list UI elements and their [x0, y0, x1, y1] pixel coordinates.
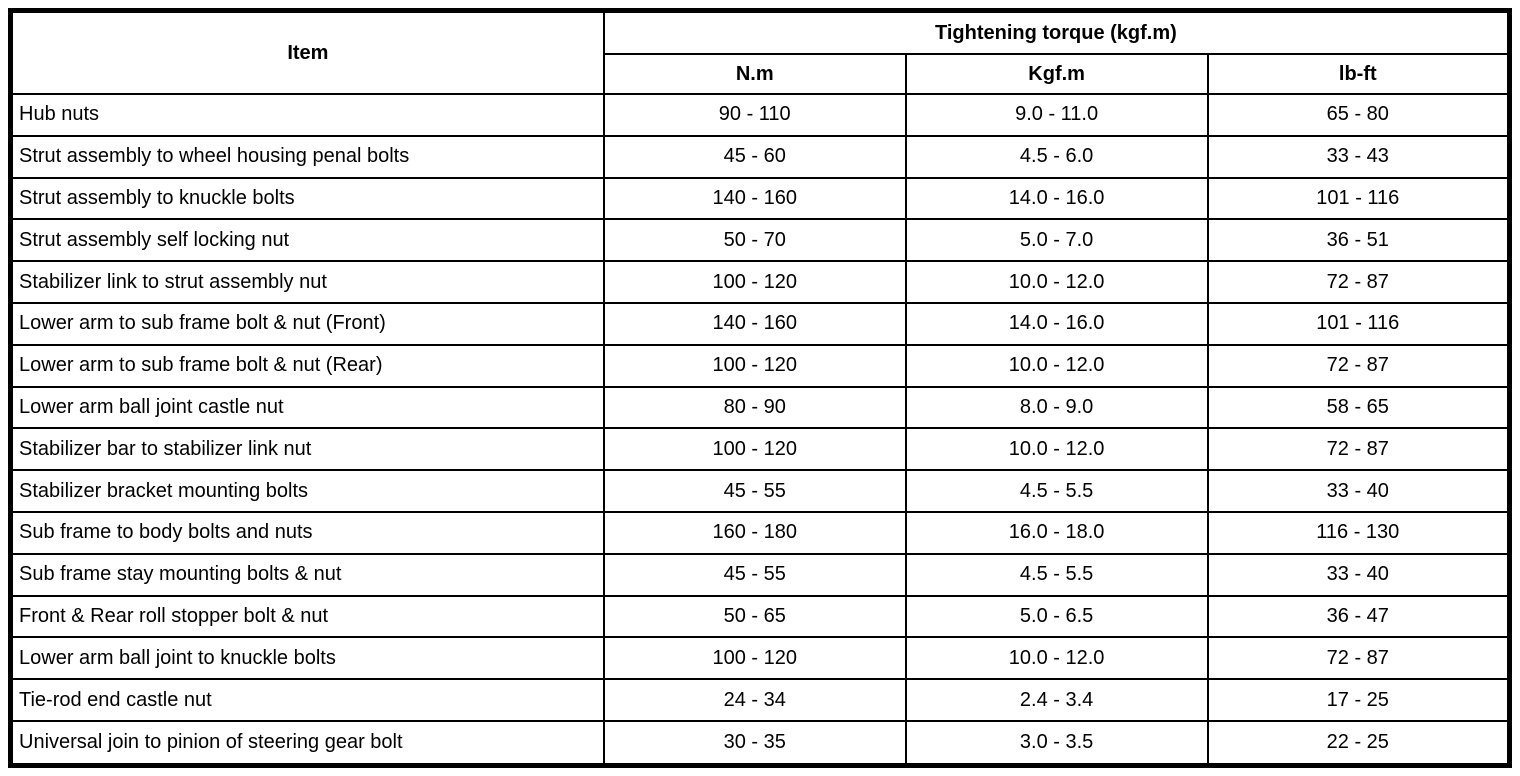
nm-cell: 50 - 65 [602, 594, 907, 639]
lbft-cell: 72 - 87 [1206, 427, 1511, 472]
table-row: Stabilizer bracket mounting bolts 45 - 5… [9, 469, 1511, 513]
nm-cell: 30 - 35 [602, 719, 907, 767]
lbft-cell: 33 - 40 [1206, 469, 1511, 513]
kgfm-cell: 5.0 - 7.0 [904, 218, 1209, 263]
nm-cell: 80 - 90 [602, 385, 907, 430]
kgfm-cell: 10.0 - 12.0 [904, 636, 1209, 681]
kgfm-cell: 4.5 - 5.5 [904, 552, 1209, 597]
kgfm-cell: 9.0 - 11.0 [904, 93, 1209, 137]
item-column-header: Item [9, 9, 605, 95]
table-row: Sub frame stay mounting bolts & nut 45 -… [9, 552, 1511, 597]
lbft-cell: 33 - 40 [1206, 552, 1511, 597]
header-row-group: Item Tightening torque (kgf.m) [9, 9, 1511, 95]
table-row: Lower arm ball joint to knuckle bolts 10… [9, 636, 1511, 681]
table-row: Stabilizer link to strut assembly nut 10… [9, 260, 1511, 304]
item-cell: Strut assembly self locking nut [9, 218, 605, 263]
item-cell: Sub frame stay mounting bolts & nut [9, 552, 605, 597]
kgfm-cell: 10.0 - 12.0 [904, 260, 1209, 304]
lbft-cell: 36 - 51 [1206, 218, 1511, 263]
lbft-cell: 116 - 130 [1206, 510, 1511, 555]
table-body: Hub nuts 90 - 110 9.0 - 11.0 65 - 80 Str… [9, 93, 1511, 767]
lbft-cell: 17 - 25 [1206, 678, 1511, 722]
item-cell: Stabilizer bar to stabilizer link nut [9, 427, 605, 472]
tightening-torque-table: Item Tightening torque (kgf.m) N.m Kgf.m… [8, 8, 1512, 768]
kgfm-cell: 14.0 - 16.0 [904, 176, 1209, 221]
table-row: Front & Rear roll stopper bolt & nut 50 … [9, 594, 1511, 639]
header-row-units: N.m Kgf.m lb-ft [11, 53, 1511, 95]
item-cell: Strut assembly to wheel housing penal bo… [9, 134, 605, 179]
kgfm-cell: 16.0 - 18.0 [904, 510, 1209, 555]
item-cell: Strut assembly to knuckle bolts [9, 176, 605, 221]
torque-group-header: Tightening torque (kgf.m) [602, 9, 1511, 55]
kgfm-cell: 3.0 - 3.5 [904, 719, 1209, 767]
nm-cell: 50 - 70 [602, 218, 907, 263]
nm-cell: 24 - 34 [602, 678, 907, 722]
table-row: Strut assembly self locking nut 50 - 70 … [9, 218, 1511, 263]
nm-cell: 140 - 160 [602, 301, 907, 346]
item-cell: Front & Rear roll stopper bolt & nut [9, 594, 605, 639]
lbft-cell: 65 - 80 [1206, 93, 1511, 137]
lbft-cell: 101 - 116 [1206, 176, 1511, 221]
kgfm-cell: 4.5 - 6.0 [904, 134, 1209, 179]
nm-cell: 45 - 55 [602, 552, 907, 597]
table-row: Tie-rod end castle nut 24 - 34 2.4 - 3.4… [9, 678, 1511, 722]
kgfm-cell: 2.4 - 3.4 [904, 678, 1209, 722]
table-row: Sub frame to body bolts and nuts 160 - 1… [9, 510, 1511, 555]
table-row: Lower arm to sub frame bolt & nut (Front… [9, 301, 1511, 346]
item-cell: Lower arm to sub frame bolt & nut (Front… [9, 301, 605, 346]
table-row: Universal join to pinion of steering gea… [9, 719, 1511, 767]
kgfm-cell: 14.0 - 16.0 [904, 301, 1209, 346]
lbft-cell: 36 - 47 [1206, 594, 1511, 639]
lbft-cell: 33 - 43 [1206, 134, 1511, 179]
item-cell: Stabilizer link to strut assembly nut [9, 260, 605, 304]
item-cell: Stabilizer bracket mounting bolts [9, 469, 605, 513]
item-cell: Lower arm to sub frame bolt & nut (Rear) [9, 343, 605, 388]
nm-cell: 45 - 55 [602, 469, 907, 513]
table-row: Strut assembly to knuckle bolts 140 - 16… [9, 176, 1511, 221]
lbft-cell: 22 - 25 [1206, 719, 1511, 767]
item-cell: Lower arm ball joint castle nut [9, 385, 605, 430]
unit-header-kgfm: Kgf.m [904, 53, 1209, 95]
nm-cell: 45 - 60 [602, 134, 907, 179]
table-header: Item Tightening torque (kgf.m) N.m Kgf.m… [9, 9, 1511, 95]
lbft-cell: 72 - 87 [1206, 343, 1511, 388]
item-cell: Universal join to pinion of steering gea… [9, 719, 605, 767]
lbft-cell: 72 - 87 [1206, 260, 1511, 304]
lbft-cell: 72 - 87 [1206, 636, 1511, 681]
item-cell: Hub nuts [9, 93, 605, 137]
item-cell: Sub frame to body bolts and nuts [9, 510, 605, 555]
lbft-cell: 101 - 116 [1206, 301, 1511, 346]
lbft-cell: 58 - 65 [1206, 385, 1511, 430]
table-row: Strut assembly to wheel housing penal bo… [9, 134, 1511, 179]
kgfm-cell: 5.0 - 6.5 [904, 594, 1209, 639]
table-row: Lower arm to sub frame bolt & nut (Rear)… [9, 343, 1511, 388]
kgfm-cell: 10.0 - 12.0 [904, 427, 1209, 472]
kgfm-cell: 10.0 - 12.0 [904, 343, 1209, 388]
nm-cell: 140 - 160 [602, 176, 907, 221]
kgfm-cell: 8.0 - 9.0 [904, 385, 1209, 430]
nm-cell: 100 - 120 [602, 636, 907, 681]
unit-header-nm: N.m [602, 53, 907, 95]
table-row: Hub nuts 90 - 110 9.0 - 11.0 65 - 80 [9, 93, 1511, 137]
item-cell: Lower arm ball joint to knuckle bolts [9, 636, 605, 681]
nm-cell: 100 - 120 [602, 343, 907, 388]
table-row: Lower arm ball joint castle nut 80 - 90 … [9, 385, 1511, 430]
nm-cell: 160 - 180 [602, 510, 907, 555]
nm-cell: 100 - 120 [602, 260, 907, 304]
kgfm-cell: 4.5 - 5.5 [904, 469, 1209, 513]
table-row: Stabilizer bar to stabilizer link nut 10… [9, 427, 1511, 472]
unit-header-lbft: lb-ft [1206, 53, 1511, 95]
nm-cell: 100 - 120 [602, 427, 907, 472]
nm-cell: 90 - 110 [602, 93, 907, 137]
item-cell: Tie-rod end castle nut [9, 678, 605, 722]
